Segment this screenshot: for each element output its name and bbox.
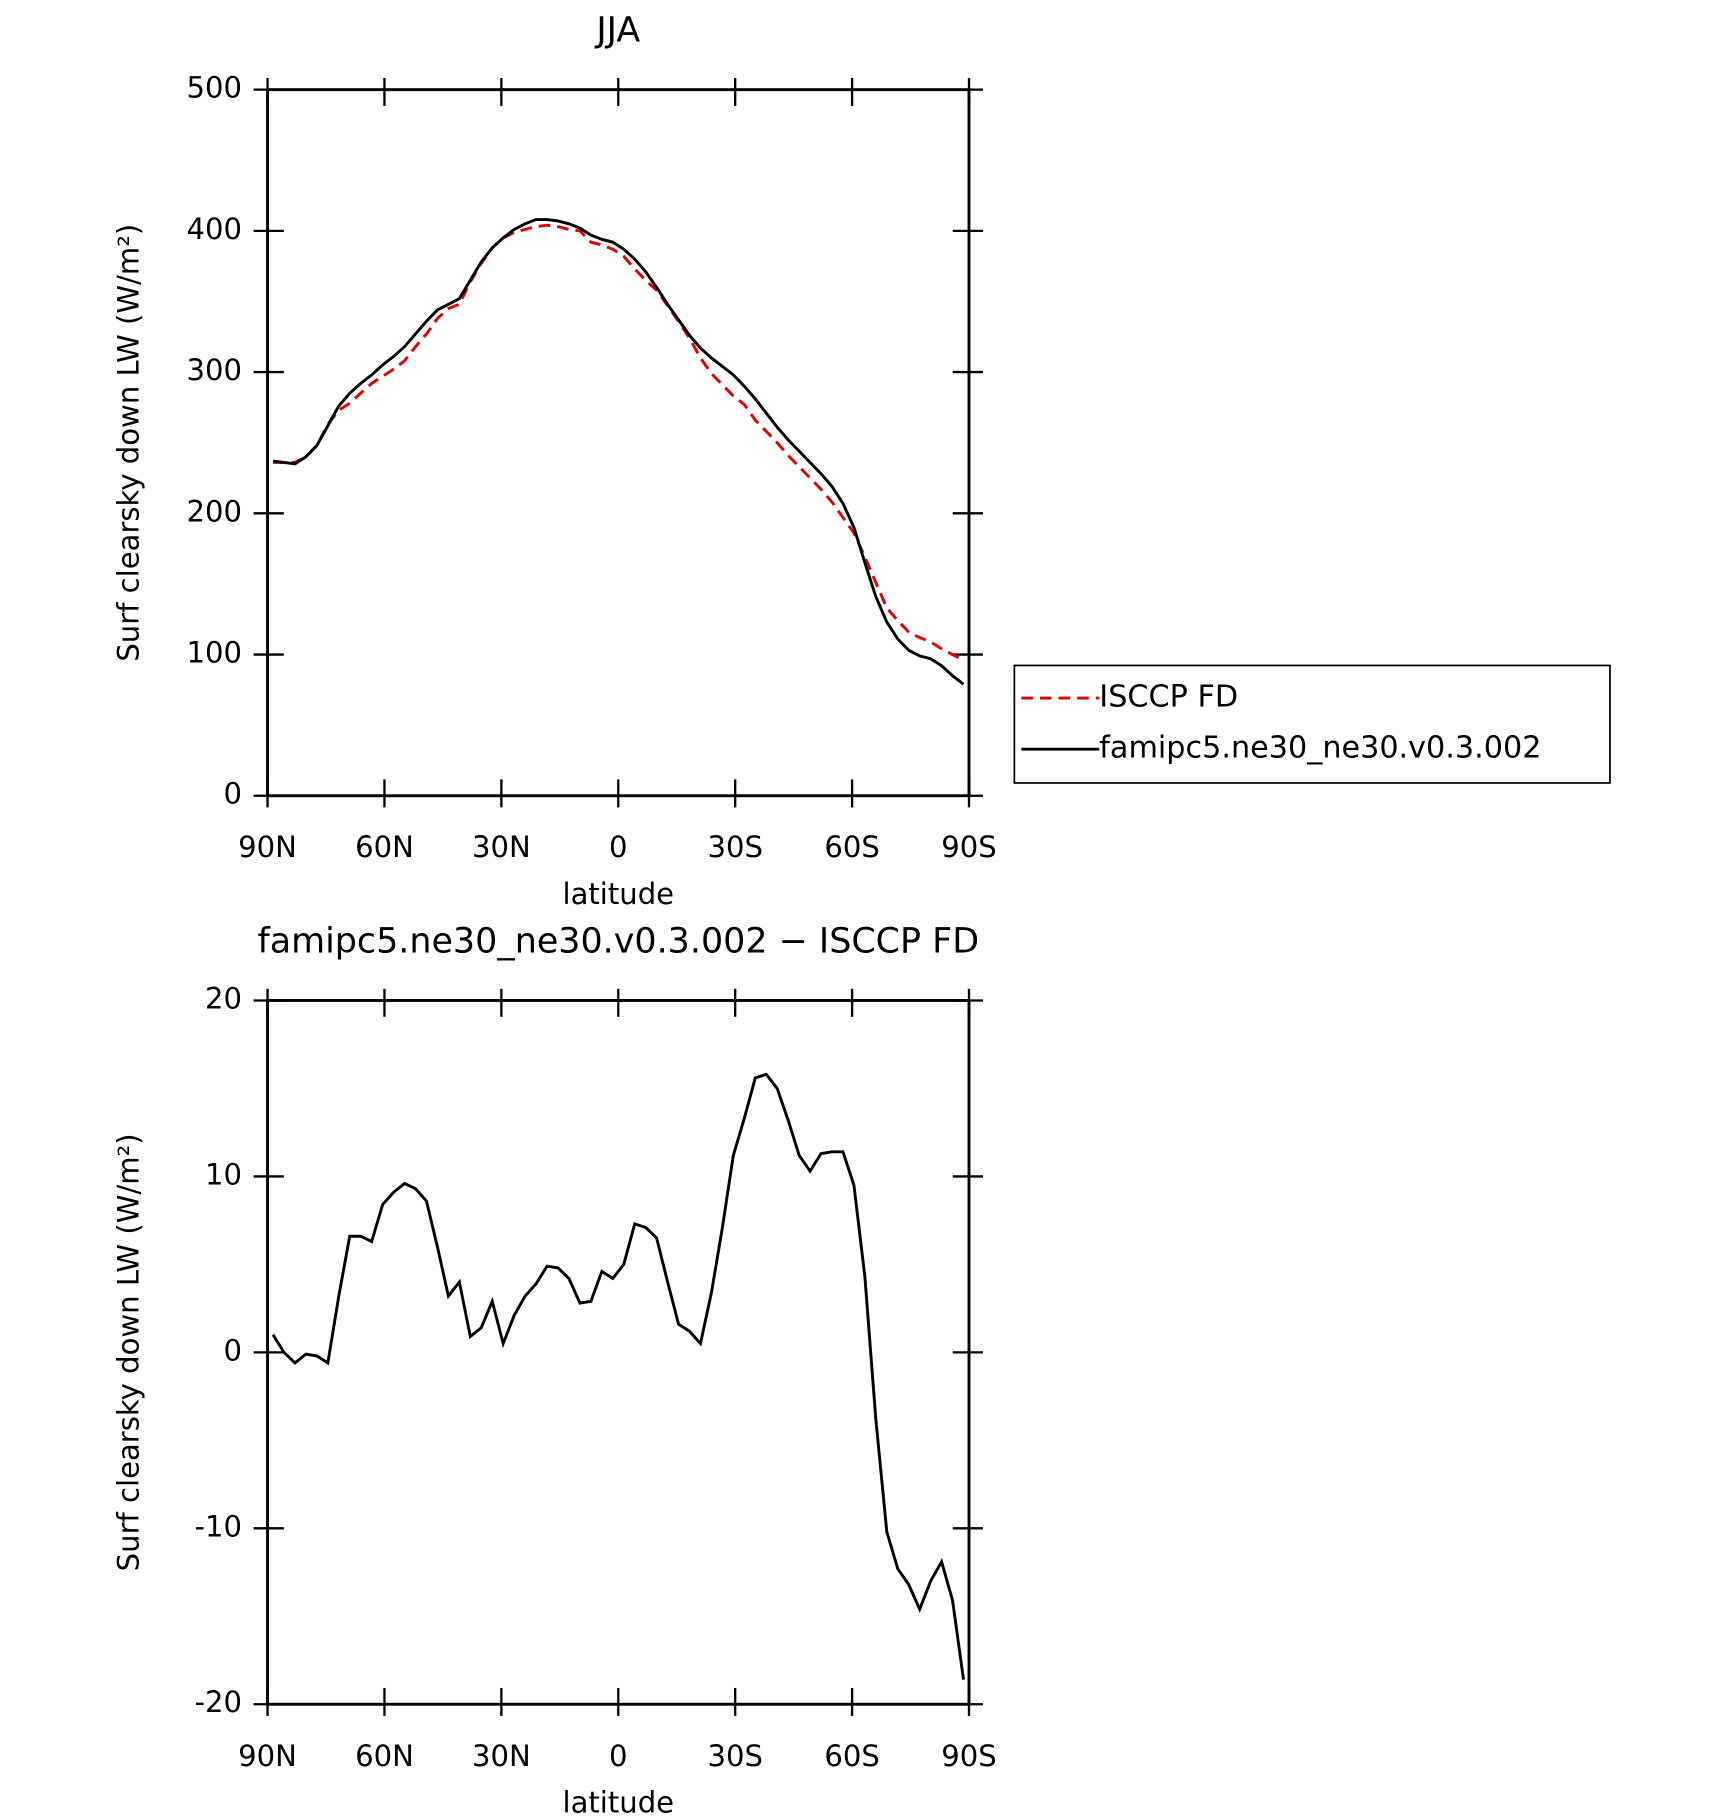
y-tick-label: 100 [186, 636, 242, 670]
y-axis-label: Surf clearsky down LW (W/m²) [111, 1133, 145, 1571]
y-tick-label: 200 [186, 494, 242, 528]
legend-label: ISCCP FD [1099, 680, 1238, 715]
x-tick-label: 90S [941, 830, 996, 864]
y-tick-label: 0 [223, 1333, 242, 1367]
x-tick-label: 60S [824, 830, 879, 864]
x-tick-label: 90N [238, 1739, 297, 1773]
chart-title: JJA [594, 10, 640, 50]
plot-frame [266, 999, 971, 1706]
y-axis-label: Surf clearsky down LW (W/m²) [111, 224, 145, 662]
x-tick-label: 90S [941, 1739, 996, 1773]
x-tick-label: 0 [609, 830, 628, 864]
x-tick-label: 90N [238, 830, 297, 864]
x-axis-label: latitude [562, 877, 674, 911]
x-tick-label: 30N [472, 1739, 531, 1773]
x-axis-label: latitude [562, 1785, 674, 1816]
data-line [271, 1072, 965, 1680]
legend-label: famipc5.ne30_ne30.v0.3.002 [1099, 731, 1541, 766]
plot-frame [266, 88, 971, 798]
x-tick-label: 60N [355, 1739, 414, 1773]
y-tick-label: 500 [186, 71, 242, 105]
y-tick-label: -20 [194, 1685, 242, 1719]
chart-title: famipc5.ne30_ne30.v0.3.002 − ISCCP FD [257, 921, 979, 961]
y-tick-label: 300 [186, 353, 242, 387]
x-tick-label: 30S [707, 1739, 762, 1773]
y-tick-label: -10 [194, 1509, 242, 1543]
y-tick-label: 10 [205, 1157, 242, 1191]
y-tick-label: 0 [223, 777, 242, 811]
x-tick-label: 60S [824, 1739, 879, 1773]
y-tick-label: 400 [186, 212, 242, 246]
legend-box [1013, 664, 1611, 784]
x-tick-label: 30N [472, 830, 531, 864]
x-tick-label: 0 [609, 1739, 628, 1773]
y-tick-label: 20 [205, 981, 242, 1015]
x-tick-label: 30S [707, 830, 762, 864]
data-line [272, 218, 965, 686]
x-tick-label: 60N [355, 830, 414, 864]
data-line [273, 223, 965, 662]
